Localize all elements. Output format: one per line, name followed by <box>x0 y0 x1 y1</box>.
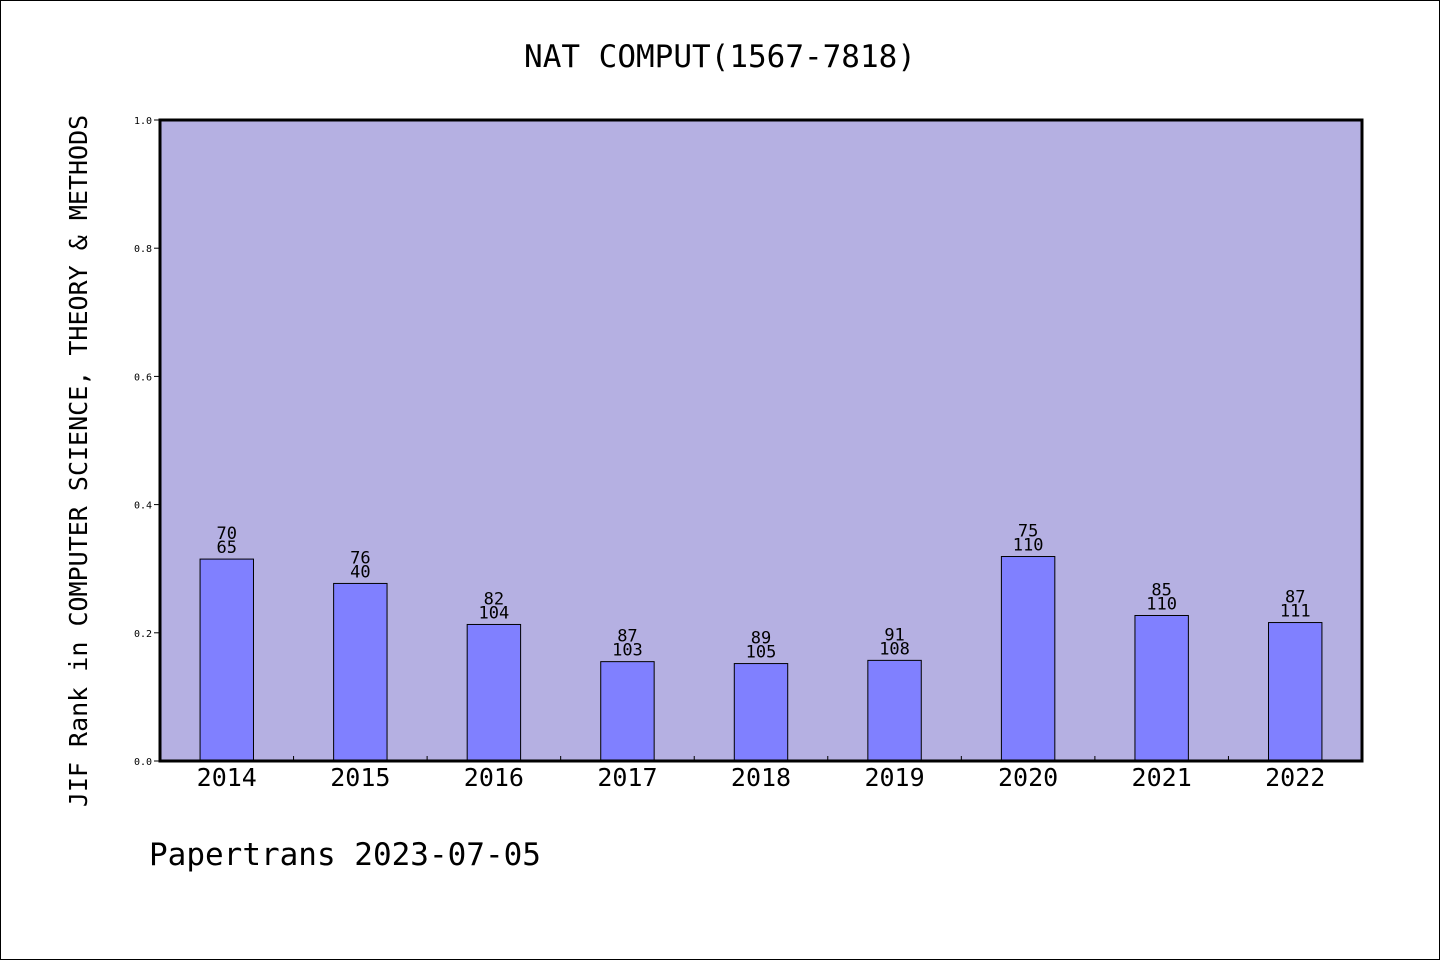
bar-total-label: 104 <box>479 603 510 623</box>
bar-rank-label: 89 <box>751 629 771 649</box>
bar-total-label: 105 <box>746 643 777 663</box>
bar-total-label: 110 <box>1146 594 1177 614</box>
bar-2018 <box>733 663 789 762</box>
bar-2021 <box>1134 614 1189 762</box>
y-tick-label: 0.8 <box>134 244 152 255</box>
bar-total-label: 108 <box>879 639 910 659</box>
x-tick-label: 2021 <box>1132 763 1192 792</box>
x-tick-label: 2018 <box>731 763 791 792</box>
bar-total-label: 40 <box>350 562 370 582</box>
x-tick-label: 2014 <box>197 763 257 792</box>
y-tick-label: 1.0 <box>134 116 152 127</box>
y-tick-label: 0.0 <box>134 757 152 768</box>
x-axis-ticks: 2014 2015 2016 2017 2018 2019 2020 2021 2022 <box>197 756 1325 792</box>
bar-rank-label: 75 <box>1018 522 1038 542</box>
bar-2022 <box>1268 622 1323 762</box>
bar-rank-label: 85 <box>1151 580 1171 600</box>
bar-2020 <box>1000 556 1056 762</box>
bar-2016 <box>466 623 522 762</box>
y-tick-label: 0.2 <box>134 629 152 640</box>
x-tick-label: 2016 <box>464 763 524 792</box>
bar-rank-label: 91 <box>884 625 904 645</box>
bar-total-label: 111 <box>1280 602 1311 622</box>
y-axis-ticks: 0.0 0.2 0.4 0.6 0.8 1.0 <box>134 116 160 768</box>
x-tick-label: 2022 <box>1265 763 1325 792</box>
bar-2017 <box>600 661 655 762</box>
bar-rank-label: 82 <box>484 589 504 609</box>
bar-rank-label: 87 <box>1285 588 1305 608</box>
y-tick-label: 0.4 <box>134 501 152 512</box>
bar-rank-label: 70 <box>217 524 237 544</box>
y-tick-label: 0.6 <box>134 372 152 383</box>
bar-rank-label: 76 <box>350 548 370 568</box>
plot-frame <box>158 118 1364 763</box>
bar-total-label: 103 <box>612 641 643 661</box>
bar-rank-label: 87 <box>617 627 637 647</box>
chart-title: NAT COMPUT(1567-7818) <box>524 39 916 75</box>
footer-text: Papertrans 2023-07-05 <box>149 837 541 873</box>
x-tick-label: 2015 <box>330 763 390 792</box>
x-tick-label: 2019 <box>864 763 924 792</box>
bar-2015 <box>333 582 388 762</box>
bar-total-label: 65 <box>217 538 237 558</box>
x-tick-label: 2017 <box>597 763 657 792</box>
y-axis-label: JIF Rank in COMPUTER SCIENCE, THEORY & M… <box>64 115 93 807</box>
bar-2014 <box>199 558 254 762</box>
x-tick-label: 2020 <box>998 763 1058 792</box>
bar-2019 <box>867 659 922 762</box>
bar-total-label: 110 <box>1013 536 1044 556</box>
